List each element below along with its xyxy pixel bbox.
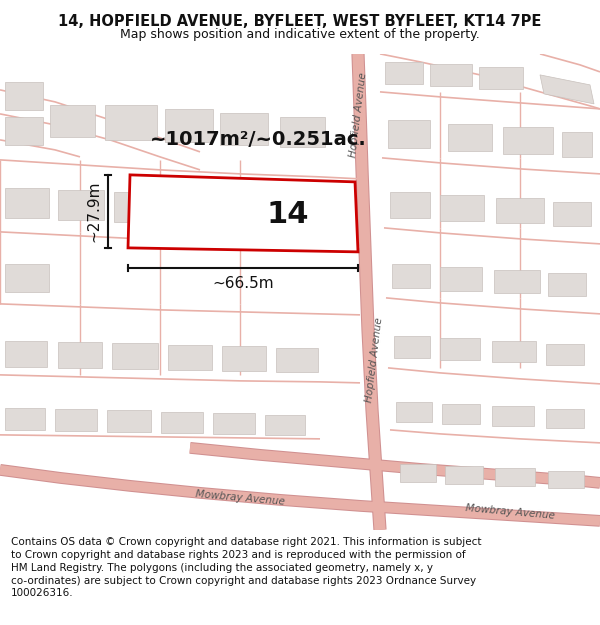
Polygon shape (540, 75, 594, 104)
Text: ~66.5m: ~66.5m (212, 276, 274, 291)
Bar (5, 117, 43, 145)
Text: Contains OS data © Crown copyright and database right 2021. This information is : Contains OS data © Crown copyright and d… (11, 537, 481, 598)
Bar (546, 344, 584, 365)
Bar (285, 200, 329, 227)
Bar (548, 273, 586, 296)
Bar (388, 120, 430, 148)
Bar (5, 408, 45, 430)
Bar (114, 192, 164, 222)
Text: 14, HOPFIELD AVENUE, BYFLEET, WEST BYFLEET, KT14 7PE: 14, HOPFIELD AVENUE, BYFLEET, WEST BYFLE… (58, 14, 542, 29)
Bar (494, 270, 540, 293)
Bar (168, 345, 212, 370)
Bar (213, 413, 255, 434)
Bar (222, 346, 266, 371)
Bar (392, 264, 430, 288)
Bar (5, 188, 49, 218)
Bar (448, 124, 492, 151)
Bar (440, 338, 480, 360)
Bar (430, 64, 472, 86)
Bar (265, 415, 305, 435)
Bar (280, 117, 325, 147)
Text: Mowbray Avenue: Mowbray Avenue (195, 489, 285, 507)
Text: Mowbray Avenue: Mowbray Avenue (465, 503, 555, 521)
Bar (440, 195, 484, 221)
Bar (161, 412, 203, 433)
Bar (112, 343, 158, 369)
Bar (442, 404, 480, 424)
Bar (58, 190, 104, 220)
Bar (503, 127, 553, 154)
Bar (496, 198, 544, 223)
Text: ~27.9m: ~27.9m (86, 181, 101, 242)
Text: Hopfield Avenue: Hopfield Avenue (348, 72, 368, 158)
Bar (165, 109, 213, 142)
Bar (495, 468, 535, 486)
Bar (5, 341, 47, 367)
Bar (107, 410, 151, 432)
Bar (174, 196, 220, 224)
Bar (50, 105, 95, 137)
Bar (562, 132, 592, 157)
Bar (479, 67, 523, 89)
Bar (58, 342, 102, 368)
Bar (5, 264, 49, 292)
Text: 14: 14 (267, 201, 309, 229)
Text: ~1017m²/~0.251ac.: ~1017m²/~0.251ac. (150, 131, 367, 149)
Bar (105, 105, 157, 140)
Text: Map shows position and indicative extent of the property.: Map shows position and indicative extent… (120, 28, 480, 41)
Bar (220, 113, 268, 145)
Bar (553, 202, 591, 226)
Bar (400, 464, 436, 482)
Text: Hopfield Avenue: Hopfield Avenue (364, 317, 384, 403)
Bar (546, 409, 584, 428)
Bar (385, 62, 423, 84)
Polygon shape (128, 175, 358, 252)
Bar (394, 336, 430, 358)
Bar (492, 406, 534, 426)
Bar (55, 409, 97, 431)
Bar (396, 402, 432, 422)
Bar (390, 192, 430, 218)
Bar (492, 341, 536, 362)
Bar (445, 466, 483, 484)
Bar (230, 197, 276, 225)
Bar (5, 82, 43, 110)
Bar (276, 348, 318, 372)
Bar (548, 471, 584, 488)
Bar (440, 267, 482, 291)
